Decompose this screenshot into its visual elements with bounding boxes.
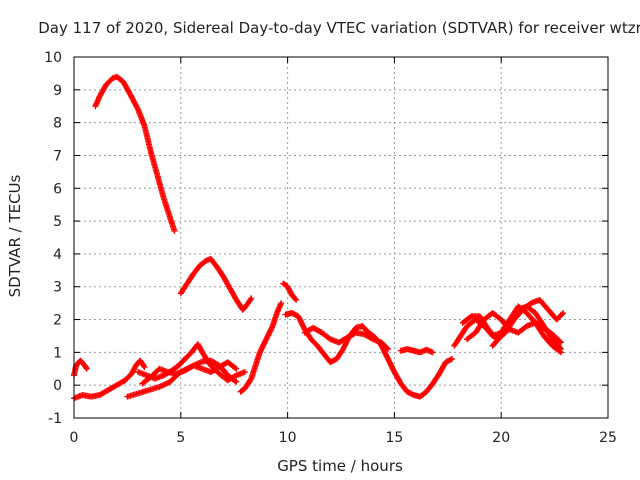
y-tick-label: 1 bbox=[53, 345, 62, 361]
y-tick-label: 6 bbox=[53, 181, 62, 197]
x-tick-label: 0 bbox=[70, 430, 79, 446]
x-axis-title: GPS time / hours bbox=[277, 457, 403, 475]
y-tick-label: 5 bbox=[53, 214, 62, 230]
y-axis-title: SDTVAR / TECUs bbox=[6, 174, 24, 297]
y-tick-label: 4 bbox=[53, 247, 62, 263]
y-tick-label: 2 bbox=[53, 313, 62, 329]
series-arc-16 bbox=[489, 303, 565, 356]
y-tick-label: -1 bbox=[48, 411, 62, 427]
x-tick-label: 15 bbox=[385, 430, 403, 446]
y-tick-label: 10 bbox=[44, 50, 62, 66]
data-point bbox=[447, 356, 454, 363]
data-point bbox=[171, 227, 178, 234]
series-arc-4 bbox=[71, 357, 148, 402]
data-point bbox=[558, 339, 565, 346]
data-point bbox=[383, 344, 390, 351]
y-tick-label: 8 bbox=[53, 116, 62, 132]
series-arc-14 bbox=[459, 296, 567, 343]
series-arc-11 bbox=[301, 324, 391, 353]
data-point bbox=[233, 378, 240, 385]
series-arc-1 bbox=[92, 73, 178, 234]
data-point bbox=[558, 349, 565, 356]
data-point bbox=[140, 362, 147, 369]
data-point bbox=[556, 348, 563, 355]
series-arc-10 bbox=[282, 309, 456, 400]
x-tick-label: 25 bbox=[599, 430, 617, 446]
y-tick-label: 3 bbox=[53, 280, 62, 296]
series-arc-7 bbox=[139, 359, 240, 387]
data-point bbox=[556, 338, 563, 345]
y-tick-label: 7 bbox=[53, 148, 62, 164]
data-point bbox=[248, 295, 255, 302]
data-point bbox=[233, 365, 240, 372]
series-arc-2 bbox=[177, 255, 255, 313]
data-point bbox=[449, 355, 456, 362]
data-point bbox=[141, 364, 148, 371]
data-point bbox=[83, 364, 90, 371]
data-point bbox=[278, 300, 285, 307]
data-point bbox=[293, 296, 300, 303]
data-point bbox=[241, 369, 248, 376]
data-point bbox=[247, 296, 254, 303]
series-arc-9 bbox=[280, 280, 300, 303]
data-point bbox=[559, 311, 566, 318]
x-tick-label: 10 bbox=[279, 430, 297, 446]
data-points bbox=[71, 73, 567, 402]
chart-title: Day 117 of 2020, Sidereal Day-to-day VTE… bbox=[38, 19, 640, 37]
data-point bbox=[232, 364, 239, 371]
data-point bbox=[560, 309, 567, 316]
data-point bbox=[429, 349, 436, 356]
series-arc-8 bbox=[237, 300, 285, 395]
series-arc-12 bbox=[397, 346, 436, 356]
y-tick-label: 0 bbox=[53, 378, 62, 394]
data-point bbox=[83, 365, 90, 372]
y-tick-label: 9 bbox=[53, 83, 62, 99]
plot-frame bbox=[73, 56, 609, 419]
data-point bbox=[384, 346, 391, 353]
grid-lines bbox=[74, 57, 608, 418]
axis-ticks: 0 5 10 15 20 25 -1 0 1 2 3 4 5 6 7 8 9 10 bbox=[44, 50, 617, 446]
x-tick-label: 5 bbox=[176, 430, 185, 446]
data-point bbox=[292, 295, 299, 302]
x-tick-label: 20 bbox=[492, 430, 510, 446]
data-point bbox=[247, 376, 254, 383]
